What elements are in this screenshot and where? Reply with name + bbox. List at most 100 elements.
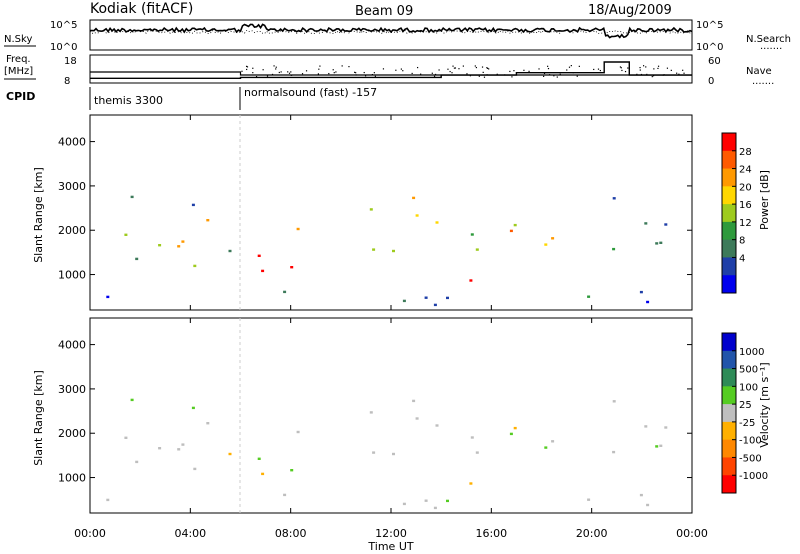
nsky-tick-bottom: 10^0 <box>50 42 77 53</box>
nave-dot <box>363 71 365 74</box>
velocity-cell <box>639 493 643 497</box>
nsearch-tick-top: 10^5 <box>696 20 723 31</box>
power-cell <box>412 196 416 200</box>
velocity-cell <box>551 440 555 443</box>
velocity-cell <box>158 447 162 450</box>
nave-dot <box>682 69 684 71</box>
nsky-trace <box>89 23 693 39</box>
cpid-label: CPID <box>6 90 35 103</box>
velocity-cell <box>612 400 616 403</box>
power-cell <box>372 248 376 251</box>
power-cell <box>424 296 428 299</box>
power-cell <box>193 264 197 268</box>
velocity-cell <box>664 426 668 429</box>
velocity-cell <box>475 451 479 454</box>
power-cell <box>191 203 195 207</box>
colorbar-swatch <box>722 186 736 205</box>
nave-dot <box>653 68 655 70</box>
nave-dot <box>619 66 622 68</box>
y-tick-label: 4000 <box>58 339 86 352</box>
nave-dot <box>255 75 258 78</box>
power-cell <box>435 221 439 224</box>
power-cell <box>369 208 373 211</box>
power-cell <box>551 237 555 240</box>
x-axis-label: Time UT <box>367 540 413 553</box>
nave-dot <box>646 73 648 76</box>
colorbar-frame <box>721 332 737 494</box>
velocity-cell <box>446 499 449 503</box>
nave-dot <box>246 66 249 68</box>
velocity-cell <box>433 506 437 510</box>
velocity-cell <box>181 443 185 446</box>
nave-dot <box>576 75 578 77</box>
power-cell <box>415 214 419 217</box>
nave-dot <box>318 68 320 70</box>
colorbar-swatch <box>722 421 736 441</box>
nave-dot <box>364 75 367 77</box>
power-cell <box>106 295 110 299</box>
nave-dot <box>402 70 404 72</box>
nave-dot <box>474 65 476 67</box>
nave-dot <box>400 68 402 70</box>
velocity-cell <box>544 446 548 449</box>
nave-dot <box>640 73 643 76</box>
colorbar-tick-label: -1000 <box>739 471 768 482</box>
nave-dot <box>447 68 449 70</box>
freq-tick-bottom: 8 <box>64 76 70 87</box>
velocity-cell <box>646 503 650 507</box>
nave-dot <box>496 73 498 75</box>
x-tick-label: 04:00 <box>174 527 206 540</box>
nave-dot <box>639 66 641 69</box>
nave-dot <box>547 67 550 70</box>
power-cell <box>296 227 300 231</box>
colorbar-tick-label: 100 <box>739 382 758 393</box>
nave-dot <box>431 72 433 74</box>
power-cell <box>290 266 294 269</box>
nave-dot <box>620 67 622 69</box>
velocity-cell <box>655 445 659 448</box>
velocity-cell <box>228 452 232 456</box>
power-cell <box>228 249 232 253</box>
colorbar-swatch <box>722 386 736 405</box>
power-cell <box>402 299 406 303</box>
nave-label: Nave <box>746 66 772 77</box>
colorbar-frame <box>721 132 737 294</box>
colorbar-tick-label: 12 <box>739 218 752 229</box>
power-colorbar-label: Power [dB] <box>758 170 771 230</box>
nave-dot <box>341 65 343 67</box>
station-title: Kodiak (fitACF) <box>90 1 193 17</box>
colorbar-tick-label: 8 <box>739 236 745 247</box>
power-cell <box>655 242 659 245</box>
nave-dot <box>374 75 376 77</box>
nave-dot <box>486 74 488 76</box>
nave-dot <box>543 72 546 75</box>
nave-dot <box>452 65 454 67</box>
nave-dot <box>433 75 436 77</box>
power-cell <box>612 247 616 251</box>
velocity-ylabel: Slant Range [km] <box>32 370 45 466</box>
nave-dot <box>642 65 645 67</box>
x-tick-label: 00:00 <box>676 527 708 540</box>
colorbar-swatch <box>722 475 736 494</box>
power-cell <box>124 233 128 236</box>
colorbar-tick-label: 25 <box>739 400 752 411</box>
nave-dot <box>624 70 627 73</box>
nave-dot <box>593 68 595 71</box>
velocity-cell <box>612 450 616 454</box>
frequency-panel: 18 8 60 0 Freq. [MHz] Nave ....... <box>4 54 774 87</box>
power-cell <box>177 245 181 248</box>
nave-dot <box>278 71 280 74</box>
y-tick-label: 2000 <box>58 224 86 237</box>
noise-traces <box>89 23 693 39</box>
x-tick-label: 00:00 <box>74 527 106 540</box>
nave-dot <box>288 72 291 74</box>
power-cell <box>646 300 650 304</box>
velocity-cell <box>644 425 648 428</box>
beam-title: Beam 09 <box>355 4 413 19</box>
nave-dot <box>241 70 243 72</box>
colorbar-swatch <box>722 350 736 370</box>
power-ylabel: Slant Range [km] <box>32 167 45 263</box>
colorbar-swatch <box>722 221 736 241</box>
power-cell <box>659 241 663 244</box>
